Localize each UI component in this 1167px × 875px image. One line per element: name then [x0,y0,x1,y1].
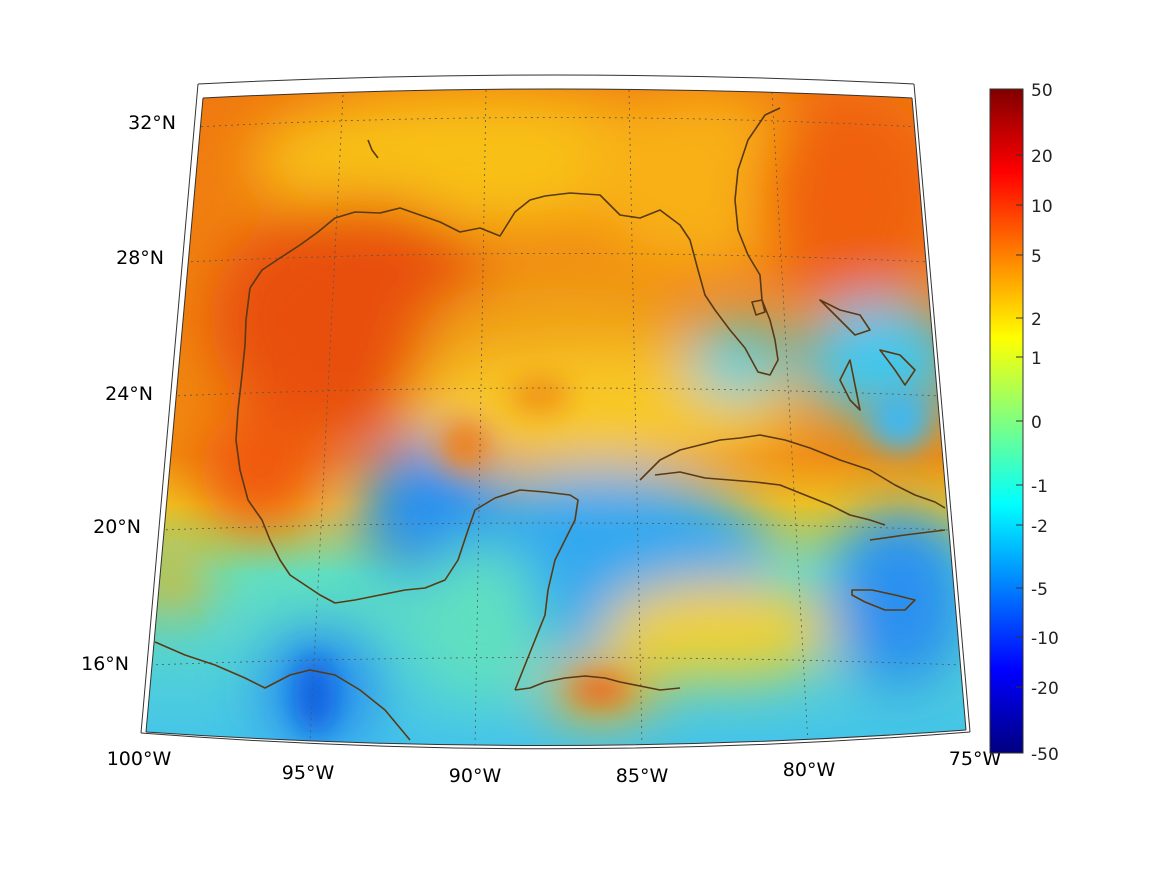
colorbar-label-1: 1 [1031,349,1042,369]
coastline [154,107,946,741]
colorbar-label-neg20: -20 [1031,679,1059,699]
map-frame [140,74,971,750]
colorbar-label-neg5: -5 [1031,580,1048,600]
lat-label-28n: 28°N [116,247,164,269]
data-field [146,89,966,746]
colorbar-label-10: 10 [1031,197,1053,217]
colorbar-ticks [1016,154,1023,688]
lon-label-75w: 75°W [949,748,1002,770]
lon-label-90w: 90°W [449,765,502,787]
colorbar-label-50: 50 [1031,81,1053,101]
lon-label-100w: 100°W [107,748,172,770]
colorbar-label-neg2: -2 [1031,517,1048,537]
lon-label-95w: 95°W [282,762,335,784]
colorbar-label-5: 5 [1031,247,1042,267]
colorbar-label-20: 20 [1031,147,1053,167]
colorbar: 50 20 10 5 2 1 0 -1 -2 -5 -10 -20 -50 [989,81,1059,765]
graticule [149,89,963,746]
longitude-labels: 100°W 95°W 90°W 85°W 80°W 75°W [107,748,1002,787]
colorbar-labels: 50 20 10 5 2 1 0 -1 -2 -5 -10 -20 -50 [1031,81,1059,765]
colorbar-label-2: 2 [1031,310,1042,330]
lat-label-24n: 24°N [105,383,153,405]
lat-label-32n: 32°N [128,112,176,134]
lon-label-80w: 80°W [783,759,836,781]
latitude-labels: 32°N 28°N 24°N 20°N 16°N [81,112,176,675]
lat-label-20n: 20°N [93,516,141,538]
colorbar-label-neg10: -10 [1031,629,1059,649]
colorbar-label-0: 0 [1031,413,1042,433]
colorbar-label-neg1: -1 [1031,477,1048,497]
colorbar-label-neg50: -50 [1031,745,1059,765]
lat-label-16n: 16°N [81,653,129,675]
lon-label-85w: 85°W [616,765,669,787]
